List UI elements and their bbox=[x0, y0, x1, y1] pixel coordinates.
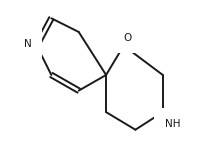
Text: N: N bbox=[24, 39, 32, 49]
Text: O: O bbox=[123, 33, 132, 43]
Text: NH: NH bbox=[165, 119, 180, 129]
